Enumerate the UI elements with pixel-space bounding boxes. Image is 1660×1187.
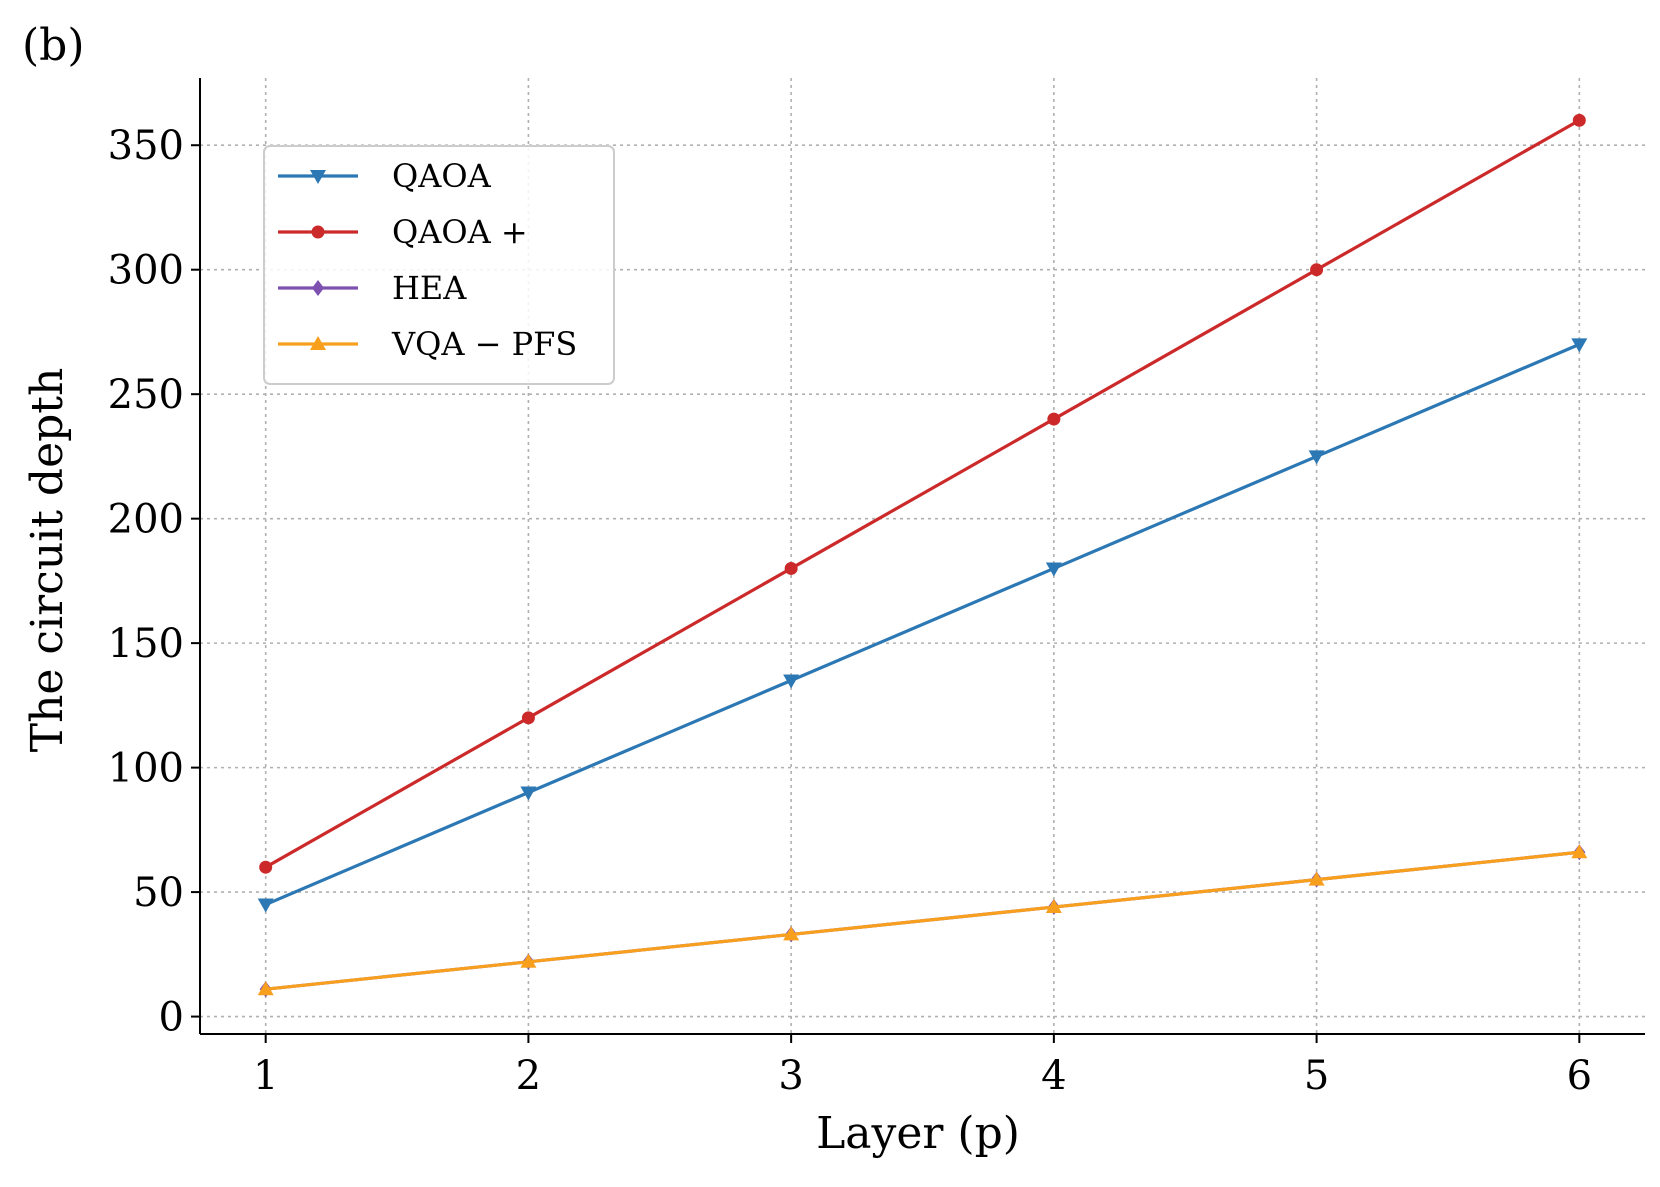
y-tick-label: 350 (108, 123, 184, 169)
data-point (1310, 263, 1324, 277)
legend-item: QAOA (278, 157, 492, 195)
series-3 (257, 844, 1588, 996)
series-1 (259, 113, 1586, 874)
x-tick-label: 3 (778, 1053, 803, 1099)
series-group (257, 113, 1588, 998)
series-line (265, 850, 1580, 991)
x-tick-label: 6 (1567, 1053, 1592, 1099)
data-point (1308, 450, 1325, 465)
y-tick-label: 200 (108, 497, 184, 543)
legend-item: HEA (278, 269, 467, 307)
data-point (1571, 844, 1588, 859)
x-tick-label: 2 (516, 1053, 541, 1099)
x-axis-title: Layer (p) (816, 1108, 1020, 1159)
y-tick-label: 300 (108, 248, 184, 294)
data-point (1571, 338, 1588, 353)
legend-label: HEA (392, 269, 467, 307)
legend-label: QAOA + (392, 213, 528, 251)
y-tick-label: 0 (159, 995, 184, 1041)
data-point (1045, 899, 1062, 914)
data-point (1572, 113, 1586, 127)
x-tick-label: 1 (253, 1053, 278, 1099)
y-tick-label: 150 (108, 621, 184, 667)
legend-marker (310, 336, 326, 350)
legend-marker (310, 170, 326, 184)
data-point (1308, 871, 1325, 886)
grid (200, 78, 1645, 1034)
legend: QAOA QAOA + HEA VQA − PFS (263, 145, 615, 385)
data-point (783, 674, 800, 689)
data-point (259, 860, 273, 874)
y-tick-label: 250 (108, 372, 184, 418)
legend-item: VQA − PFS (278, 325, 577, 363)
series-line (265, 342, 1580, 907)
data-point (520, 953, 537, 968)
data-point (257, 898, 274, 913)
panel-label: (b) (22, 20, 85, 71)
data-point (783, 926, 800, 941)
y-tick-label: 50 (133, 870, 184, 916)
legend-label: VQA − PFS (391, 325, 577, 363)
series-line (264, 118, 1581, 869)
axes: 1 2 3 4 5 6 0 50 100 150 200 250 300 350 (108, 78, 1645, 1099)
data-point (784, 561, 798, 575)
series-0 (257, 338, 1588, 913)
y-tick-label: 100 (108, 746, 184, 792)
data-point (1047, 412, 1061, 426)
legend-marker (312, 280, 324, 296)
data-point (520, 786, 537, 801)
data-point (257, 981, 274, 996)
x-tick-label: 5 (1304, 1053, 1329, 1099)
legend-item: QAOA + (278, 213, 528, 251)
legend-box (263, 145, 615, 385)
legend-marker (311, 225, 325, 239)
data-point (1045, 562, 1062, 577)
legend-label: QAOA (392, 157, 492, 195)
x-tick-label: 4 (1041, 1053, 1066, 1099)
data-point (521, 711, 535, 725)
y-axis-title: The circuit depth (22, 368, 73, 753)
